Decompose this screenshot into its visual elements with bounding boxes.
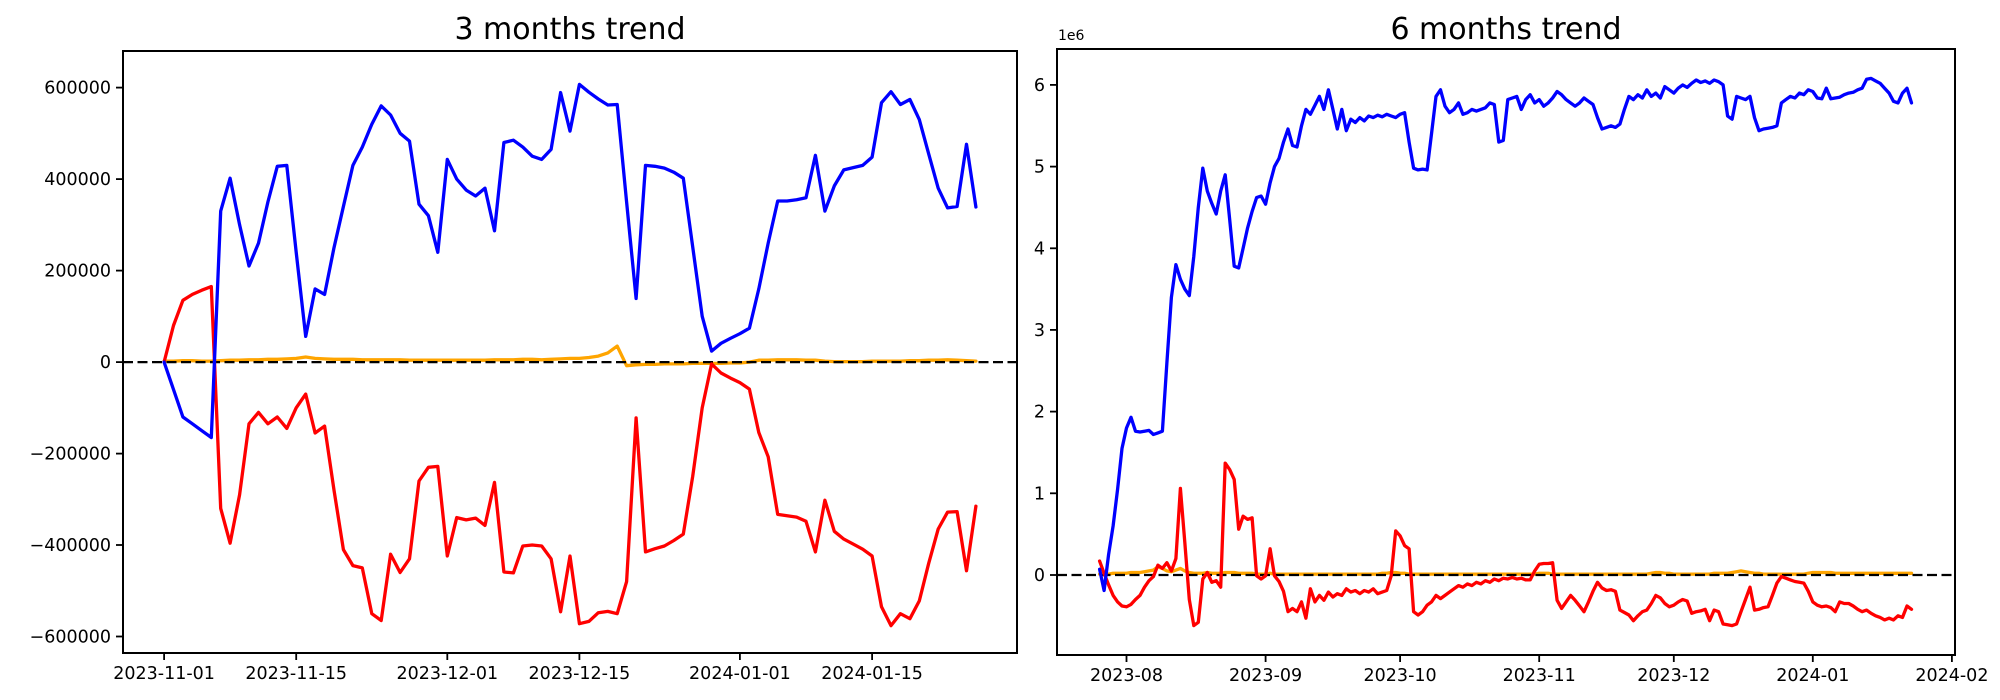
three-months-y-tick-label: 600000	[44, 79, 111, 99]
six-months-y-tick-label: 1	[1034, 484, 1045, 504]
six-months-x-tick-label: 2023-11	[1503, 666, 1576, 686]
six-months-plot-border	[1056, 48, 1956, 656]
three-months-x-tick-label: 2023-12-15	[529, 664, 631, 684]
three-months-y-tick-label: 0	[100, 353, 111, 373]
six-months-x-tick-label: 2024-01	[1776, 666, 1849, 686]
three-months-y-tick-label: −600000	[30, 628, 111, 648]
three-months-series-red	[162, 284, 978, 628]
six-months-y-tick-label: 4	[1034, 239, 1045, 259]
three-months-x-tick-label: 2023-12-01	[396, 664, 498, 684]
three-months-y-tick-label: −200000	[30, 445, 111, 465]
three-months-x-tick-label: 2023-11-15	[245, 664, 347, 684]
three-months-x-tick-label: 2023-11-01	[113, 664, 215, 684]
six-months-y-tick-label: 3	[1034, 321, 1045, 341]
three-months-x-tick-label: 2024-01-15	[821, 664, 923, 684]
three-months-x-tick-label: 2024-01-01	[689, 664, 791, 684]
six-months-x-tick-label: 2023-10	[1364, 666, 1437, 686]
chart-title-3-months: 3 months trend	[454, 12, 686, 47]
y-axis-offset-label: 1e6	[1058, 28, 1085, 44]
six-months-x-tick-label: 2023-08	[1090, 666, 1163, 686]
three-months-plot-border	[122, 50, 1018, 654]
six-months-x-tick-label: 2023-09	[1229, 666, 1302, 686]
three-months-series-blue	[162, 82, 978, 440]
six-months-y-tick-label: 0	[1034, 566, 1045, 586]
six-months-series-red	[1097, 461, 1914, 628]
chart-title-6-months: 6 months trend	[1390, 12, 1622, 47]
six-months-y-tick-label: 5	[1034, 158, 1045, 178]
six-months-y-tick-label: 6	[1034, 76, 1045, 96]
six-months-series-blue	[1097, 76, 1914, 593]
six-months-x-tick-label: 2023-12	[1637, 666, 1710, 686]
six-months-x-tick-label: 2024-02	[1915, 666, 1988, 686]
six-months-y-tick-label: 2	[1034, 403, 1045, 423]
three-months-y-tick-label: −400000	[30, 536, 111, 556]
three-months-y-tick-label: 400000	[44, 170, 111, 190]
three-months-y-tick-label: 200000	[44, 262, 111, 282]
